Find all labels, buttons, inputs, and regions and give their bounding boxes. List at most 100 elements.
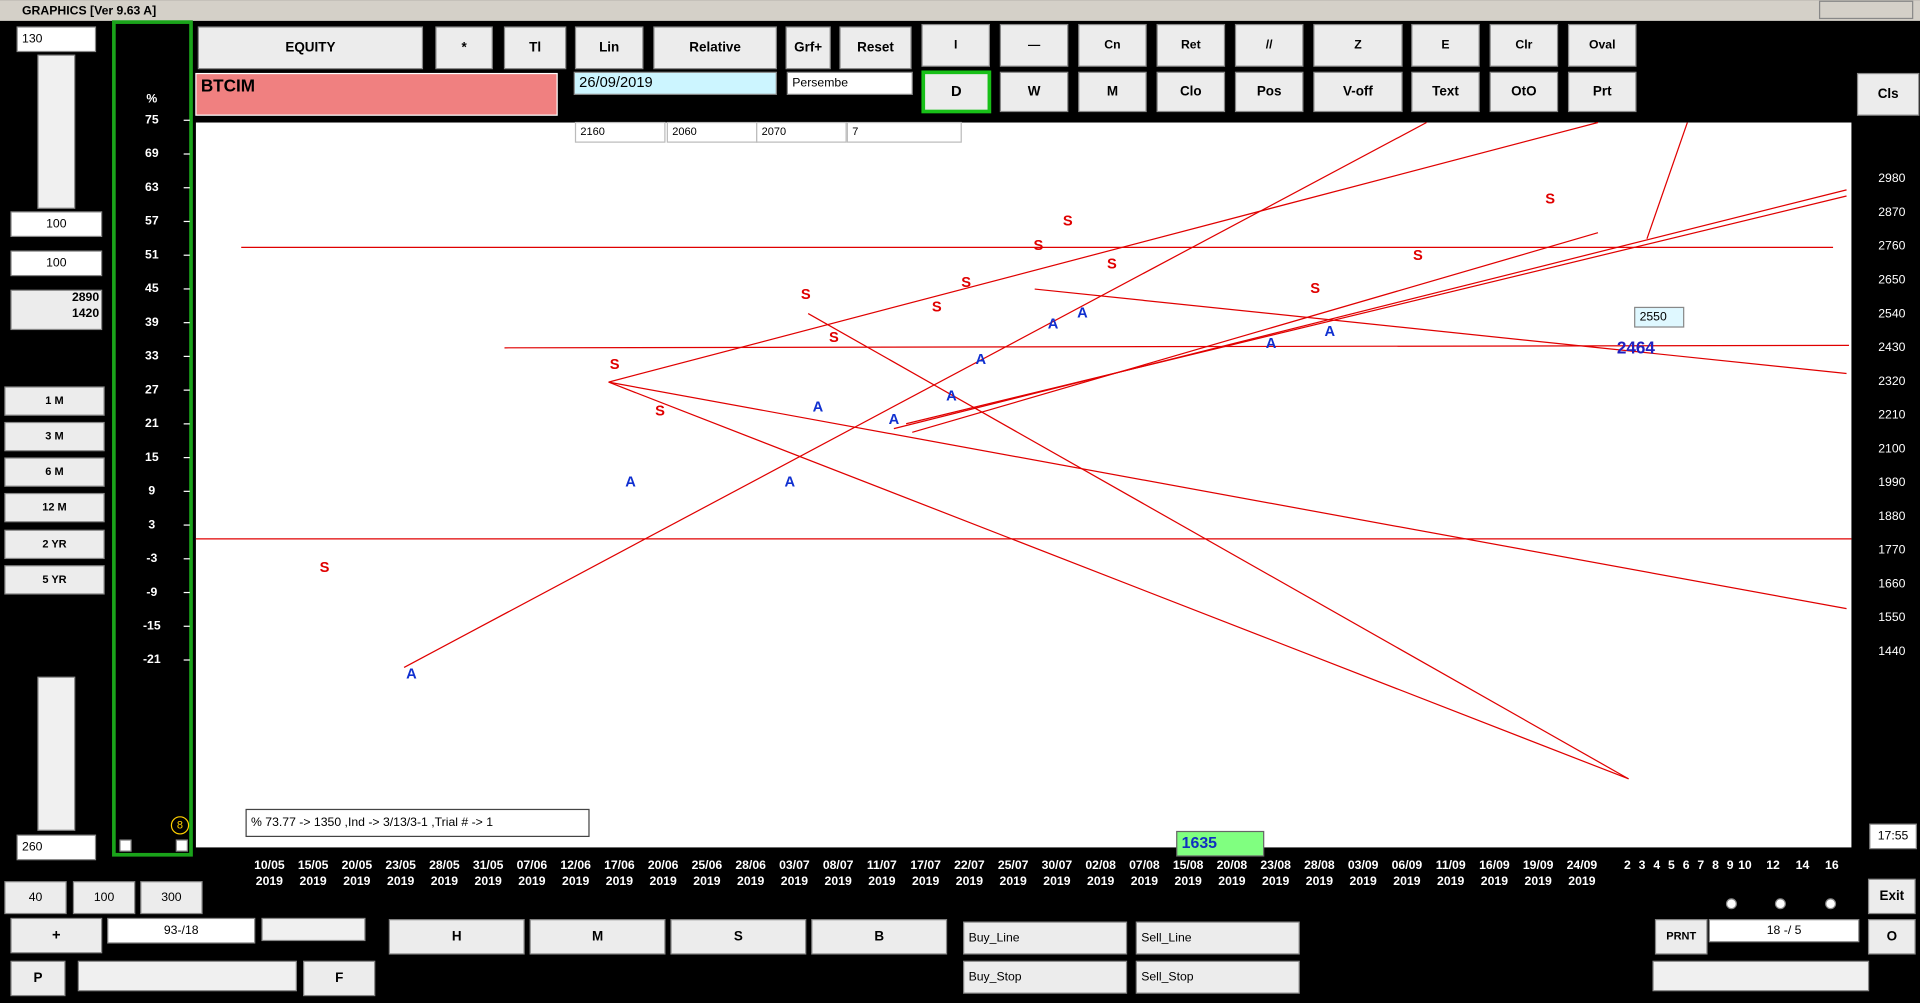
period-button[interactable] bbox=[4, 457, 105, 487]
checkbox[interactable] bbox=[175, 839, 188, 852]
order-button[interactable] bbox=[963, 921, 1128, 955]
toolbar-button[interactable] bbox=[921, 23, 991, 67]
period-button[interactable] bbox=[4, 565, 105, 595]
future-label: 12 bbox=[1766, 858, 1780, 872]
toolbar-button[interactable] bbox=[785, 26, 831, 70]
scrollbar[interactable] bbox=[37, 54, 76, 209]
toolbar-button[interactable] bbox=[839, 26, 912, 70]
toolbar-button-label: Lin bbox=[599, 39, 619, 54]
toolbar-button[interactable] bbox=[1411, 71, 1480, 113]
toolbar-button-label: Ret bbox=[1181, 38, 1201, 52]
toolbar-button[interactable] bbox=[503, 26, 567, 70]
pct-tick-label: 75 bbox=[145, 113, 159, 127]
period-button[interactable] bbox=[4, 421, 105, 452]
pct-tick-label: 9 bbox=[148, 484, 155, 498]
toolbar-button-label: E bbox=[1441, 38, 1449, 52]
toolbar-button[interactable] bbox=[1078, 23, 1147, 67]
scrollbar[interactable] bbox=[77, 960, 297, 992]
signal-marker: S bbox=[801, 287, 811, 303]
scrollbar[interactable] bbox=[1652, 960, 1870, 992]
size-button[interactable] bbox=[140, 881, 203, 915]
window-title: GRAPHICS [Ver 9.63 A] bbox=[22, 3, 156, 17]
plus-button[interactable] bbox=[10, 917, 103, 954]
y-tick-label: 2210 bbox=[1878, 408, 1905, 422]
counter-field[interactable] bbox=[1708, 919, 1860, 943]
toolbar-button[interactable] bbox=[921, 70, 992, 114]
o-button[interactable] bbox=[1867, 919, 1916, 955]
radio-button[interactable] bbox=[1774, 898, 1786, 910]
pct-tick-label: 21 bbox=[145, 416, 159, 430]
toolbar-button[interactable] bbox=[1411, 23, 1480, 67]
x-tick-label: 02/08 bbox=[1085, 858, 1116, 872]
mode-button[interactable] bbox=[529, 919, 666, 955]
size-button[interactable] bbox=[4, 881, 67, 915]
x-tick-year: 2019 bbox=[956, 874, 983, 888]
window-controls[interactable] bbox=[1818, 0, 1914, 20]
signal-marker: S bbox=[1310, 281, 1320, 297]
size-button[interactable] bbox=[72, 881, 136, 915]
toolbar-button[interactable] bbox=[1313, 23, 1403, 67]
toolbar-button[interactable] bbox=[1313, 71, 1403, 113]
input-field[interactable] bbox=[10, 211, 103, 238]
x-tick-year: 2019 bbox=[1306, 874, 1333, 888]
input-field-label: 100 bbox=[46, 256, 67, 270]
trend-line bbox=[1034, 288, 1847, 375]
radio-button[interactable] bbox=[1825, 898, 1837, 910]
mode-button[interactable] bbox=[670, 919, 807, 955]
signal-marker: A bbox=[976, 352, 987, 368]
period-button[interactable] bbox=[4, 529, 105, 560]
future-label: 3 bbox=[1639, 858, 1646, 872]
pct-strip bbox=[112, 20, 193, 857]
y-tick-label: 2870 bbox=[1878, 205, 1905, 219]
mode-button[interactable] bbox=[388, 919, 525, 955]
x-tick-year: 2019 bbox=[1350, 874, 1377, 888]
input-field[interactable] bbox=[16, 26, 97, 53]
toolbar-button[interactable] bbox=[653, 26, 777, 70]
day-box bbox=[786, 71, 913, 95]
bar-count-field[interactable] bbox=[107, 917, 256, 944]
toolbar-button[interactable] bbox=[1156, 23, 1226, 67]
y-tick-label: 2430 bbox=[1878, 340, 1905, 354]
exit-button[interactable] bbox=[1867, 878, 1916, 915]
toolbar-button[interactable] bbox=[1489, 71, 1559, 113]
close-all-button[interactable] bbox=[1856, 72, 1920, 116]
print-button[interactable] bbox=[1654, 919, 1708, 955]
order-button[interactable] bbox=[1135, 960, 1300, 994]
checkbox[interactable] bbox=[119, 839, 132, 852]
toolbar-button[interactable] bbox=[574, 26, 644, 70]
size-button-label: 40 bbox=[29, 890, 43, 904]
toolbar-button[interactable] bbox=[197, 26, 424, 70]
radio-button[interactable] bbox=[1725, 898, 1737, 910]
o-button-label: O bbox=[1887, 928, 1897, 943]
toolbar-button[interactable] bbox=[999, 23, 1069, 67]
status-box bbox=[245, 808, 590, 838]
pct-tick-label: 39 bbox=[145, 315, 159, 329]
toolbar-button[interactable] bbox=[1489, 23, 1559, 67]
toolbar-button[interactable] bbox=[1567, 23, 1637, 67]
toolbar-button-label: Clr bbox=[1515, 38, 1532, 52]
period-button[interactable] bbox=[4, 492, 105, 523]
mode-button[interactable] bbox=[811, 919, 948, 955]
scrollbar[interactable] bbox=[261, 917, 366, 942]
toolbar-button[interactable] bbox=[435, 26, 493, 70]
period-button[interactable] bbox=[4, 386, 105, 416]
chart-area bbox=[195, 122, 1852, 848]
toolbar-button[interactable] bbox=[1234, 23, 1304, 67]
input-field[interactable] bbox=[16, 834, 97, 861]
x-tick-year: 2019 bbox=[562, 874, 589, 888]
input-field[interactable] bbox=[10, 250, 103, 277]
p-button[interactable] bbox=[10, 960, 66, 997]
toolbar-button[interactable] bbox=[999, 71, 1069, 113]
time-box[interactable] bbox=[1869, 823, 1917, 850]
scrollbar[interactable] bbox=[37, 676, 76, 831]
order-button[interactable] bbox=[1135, 921, 1300, 955]
toolbar-button[interactable] bbox=[1156, 71, 1226, 113]
order-button[interactable] bbox=[963, 960, 1128, 994]
toolbar-button[interactable] bbox=[1234, 71, 1304, 113]
signal-marker: A bbox=[625, 474, 636, 490]
toolbar-button[interactable] bbox=[1078, 71, 1147, 113]
f-button[interactable] bbox=[303, 960, 376, 997]
toolbar-button[interactable] bbox=[1567, 71, 1637, 113]
time-box-label: 17:55 bbox=[1878, 829, 1909, 843]
